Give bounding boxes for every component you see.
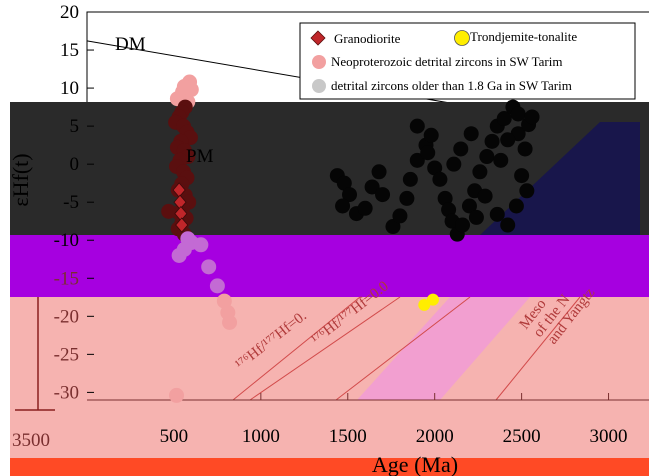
y-axis-ticks: 20 15 10 5 0 -5 -10 -15 -20 -25 -30 [54,2,94,403]
point-old [342,187,358,203]
pink-axis-band [10,400,649,458]
point-old [493,152,509,168]
point-old [472,164,488,180]
point-old [453,141,469,157]
legend-old-marker [312,79,326,93]
point-old [489,206,505,222]
y-tick-label: 5 [70,116,80,137]
dm-label: DM [115,34,146,55]
point-neo [209,278,225,294]
point-old [524,109,540,125]
y-tick-label: -20 [54,306,79,327]
y-tick-label: 20 [60,2,79,23]
x-tick-label: 1500 [329,426,367,447]
y-tick-label: -10 [54,230,79,251]
point-old [357,200,373,216]
point-old [463,126,479,142]
point-neo [176,241,192,257]
point-old [392,208,408,224]
point-old [335,198,351,214]
point-old [508,198,524,214]
x-tick-label: 2000 [416,426,454,447]
red-bottom-band [10,458,649,476]
legend-trondhjemite-marker [454,30,470,46]
purple-overlay-band [10,235,649,297]
x-tick-label: 1000 [242,426,280,447]
meso-boundary-line [495,296,581,401]
y-axis-title: εHf(t) [8,153,33,206]
point-old [385,219,401,235]
point-old [423,127,439,143]
legend-neo-marker [312,55,326,69]
point-old [468,209,484,225]
hf-evolution-line-1 [232,296,361,401]
x-tick-label: 3000 [590,426,628,447]
point-old [432,171,448,187]
point-old [402,171,418,187]
legend-granodiorite-label: Granodiorite [334,31,401,46]
point-trondhjemite [426,293,439,306]
y-tick-label: -25 [54,344,79,365]
legend-granodiorite-marker [310,30,326,46]
y-tick-label: -5 [63,192,79,213]
point-old [479,149,495,165]
legend-trondhjemite-label: Trondjemite-tonalite [470,29,577,44]
point-old [375,187,391,203]
point-granodiorite [175,217,189,233]
x-tick-label: 500 [160,426,189,447]
point-neo [216,293,232,309]
y-tick-label: -15 [54,268,79,289]
point-neo [193,237,209,253]
hf-evolution-line-3 [335,296,471,401]
point-neo [201,259,217,275]
y-tick-label: 10 [60,78,79,99]
point-old [409,152,425,168]
y-tick-label: 15 [60,40,79,61]
point-old [420,145,436,161]
legend-old-label: detrital zircons older than 1.8 Ga in SW… [331,78,572,93]
point-old [461,198,477,214]
point-neo [183,82,199,98]
point-old [371,164,387,180]
point-old [500,217,516,233]
point-old [514,168,530,184]
y-tick-label: -30 [54,382,79,403]
x-tick-label: 2500 [503,426,541,447]
y-tick-label: 0 [70,154,80,175]
data-marks [161,74,540,403]
legend-neo-label: Neoproterozoic detrital zircons in SW Ta… [331,54,562,69]
point-old [484,133,500,149]
point-old [437,190,453,206]
pink-lower-band [10,297,649,400]
point-old [455,217,471,233]
point-old [336,175,352,191]
point-old [477,188,493,204]
point-old [364,179,380,195]
point-old [510,106,526,122]
point-neo [222,314,238,330]
point-neo [161,203,177,219]
meso-field [357,297,530,400]
hf-evolution-line-2 [249,296,401,401]
point-trondhjemite [418,298,431,311]
point-old [427,160,443,176]
x-extra-label: 3500 [12,430,50,451]
point-old [519,183,535,199]
legend: Granodiorite Trondjemite-tonalite Neopro… [299,22,636,100]
point-old [500,132,516,148]
point-old [496,111,512,127]
point-neo [169,387,185,403]
x-axis-title: Age (Ma) [372,452,458,476]
point-old [409,118,425,134]
point-old [399,190,415,206]
pm-label: PM [186,146,214,167]
point-old [446,156,462,172]
point-old [441,202,457,218]
x-axis-ticks: 500 1000 1500 2000 2500 3000 [160,393,628,447]
point-old [517,141,533,157]
